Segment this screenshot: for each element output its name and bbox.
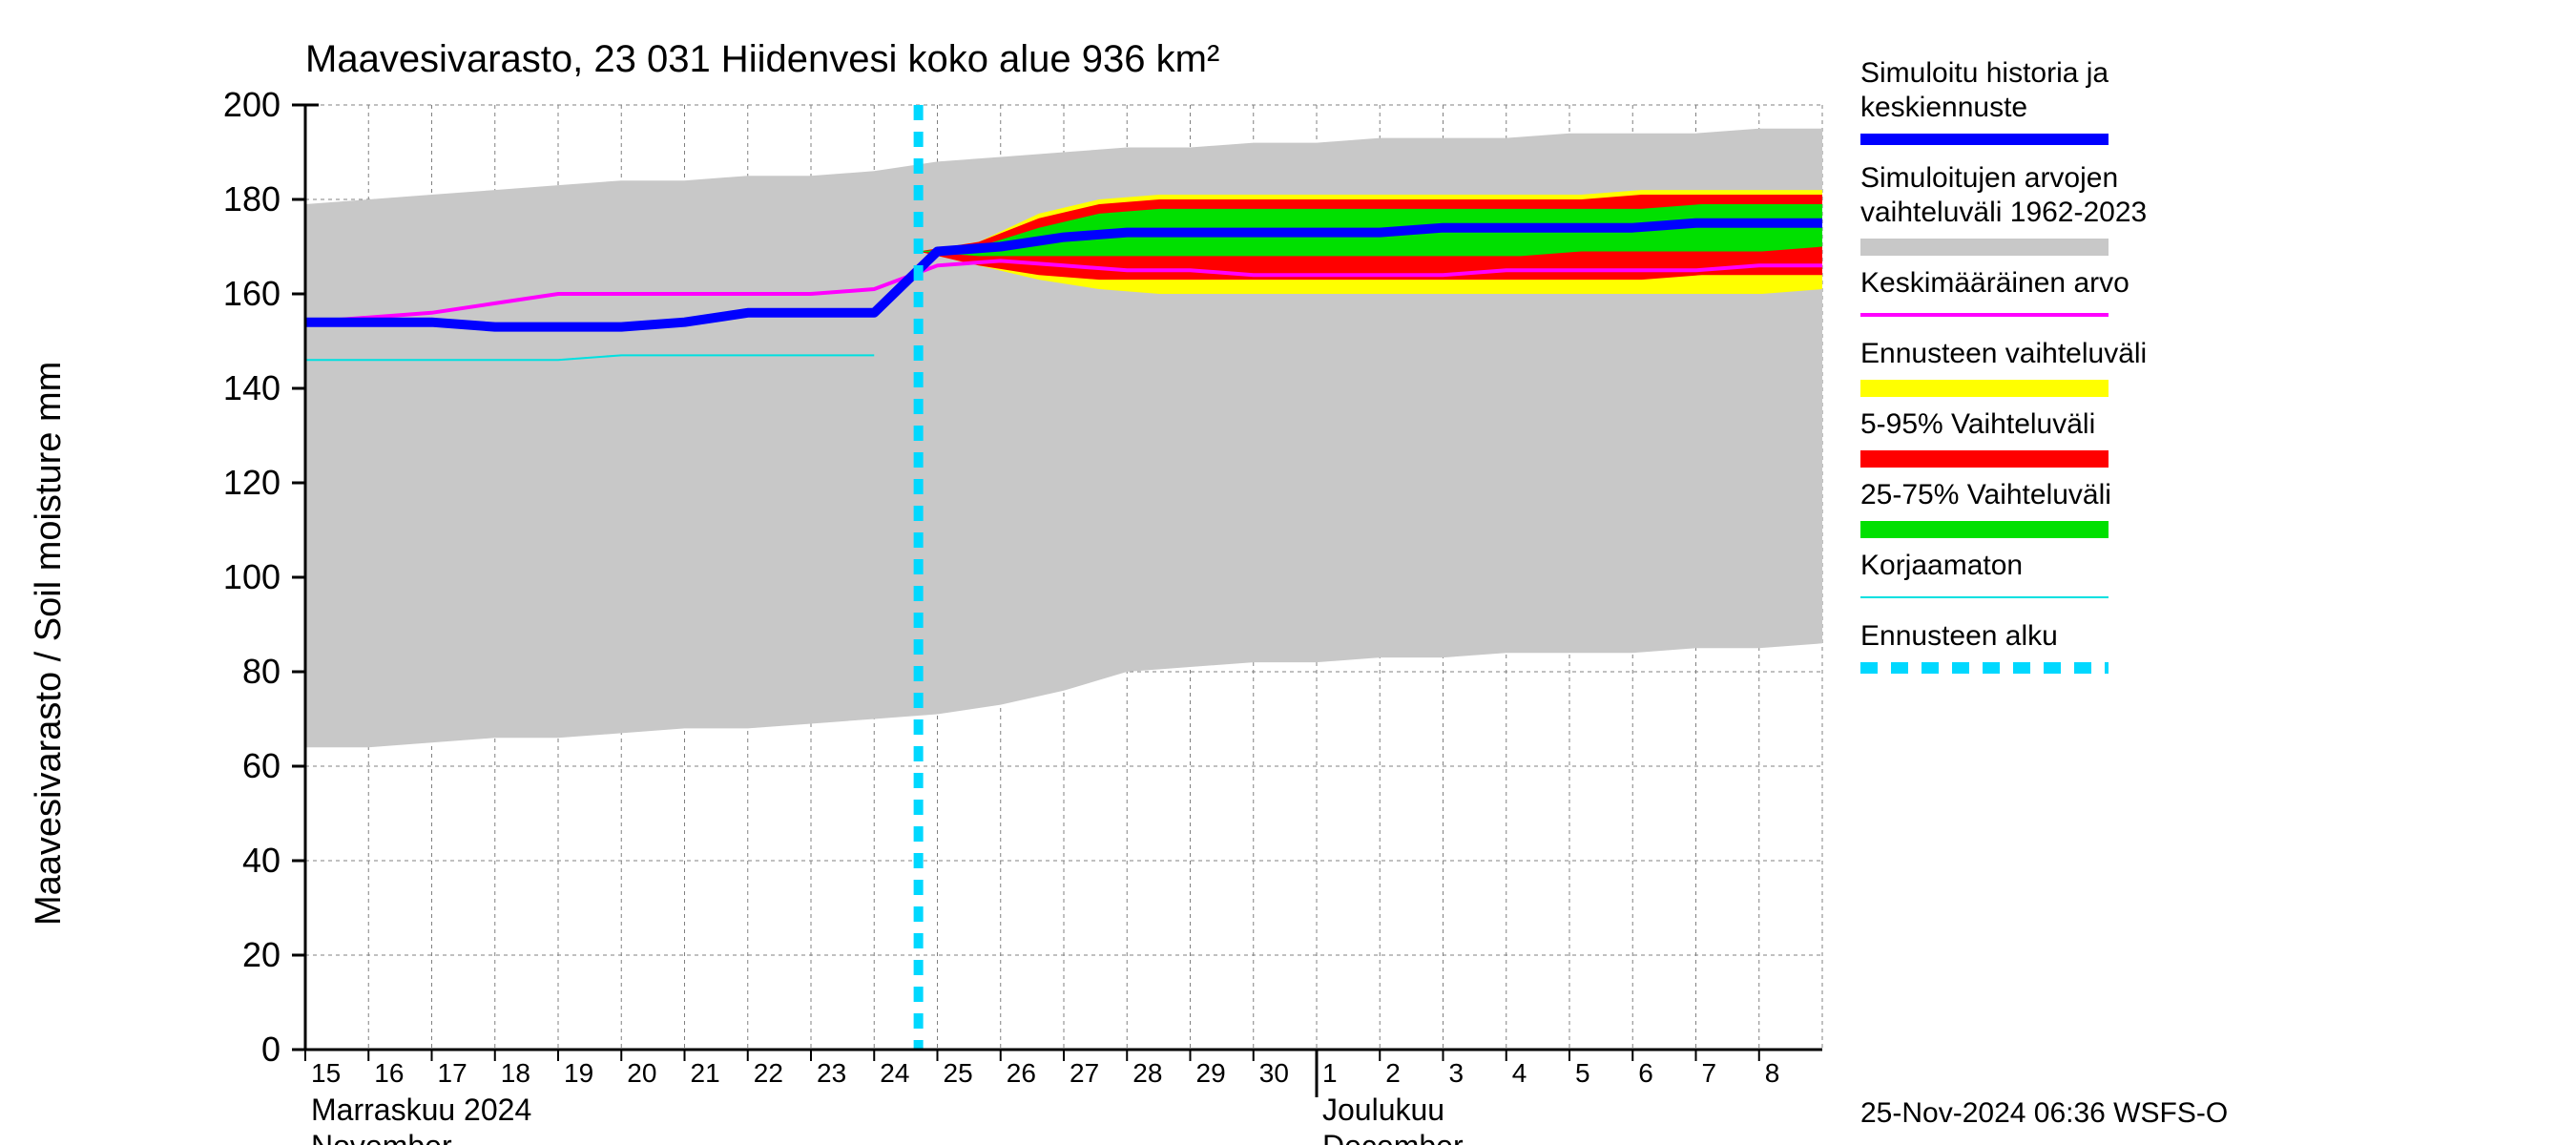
svg-text:60: 60 bbox=[242, 746, 280, 785]
svg-text:29: 29 bbox=[1196, 1058, 1226, 1088]
svg-text:15: 15 bbox=[311, 1058, 341, 1088]
svg-text:Korjaamaton: Korjaamaton bbox=[1860, 550, 2023, 581]
svg-text:18: 18 bbox=[501, 1058, 530, 1088]
svg-text:Ennusteen alku: Ennusteen alku bbox=[1860, 620, 2058, 652]
svg-text:6: 6 bbox=[1638, 1058, 1653, 1088]
svg-text:5-95% Vaihteluväli: 5-95% Vaihteluväli bbox=[1860, 408, 2095, 440]
svg-text:16: 16 bbox=[374, 1058, 404, 1088]
svg-text:7: 7 bbox=[1702, 1058, 1717, 1088]
svg-text:Simuloitujen arvojen: Simuloitujen arvojen bbox=[1860, 162, 2118, 194]
svg-text:200: 200 bbox=[223, 85, 280, 124]
timestamp-label: 25-Nov-2024 06:36 WSFS-O bbox=[1860, 1097, 2228, 1130]
svg-text:Joulukuu: Joulukuu bbox=[1322, 1093, 1444, 1127]
svg-text:24: 24 bbox=[880, 1058, 909, 1088]
svg-text:Simuloitu historia ja: Simuloitu historia ja bbox=[1860, 57, 2109, 89]
svg-text:180: 180 bbox=[223, 179, 280, 219]
svg-text:December: December bbox=[1322, 1129, 1464, 1145]
svg-text:80: 80 bbox=[242, 652, 280, 691]
svg-text:20: 20 bbox=[242, 935, 280, 974]
svg-text:26: 26 bbox=[1007, 1058, 1036, 1088]
svg-text:Ennusteen vaihteluväli: Ennusteen vaihteluväli bbox=[1860, 338, 2147, 369]
svg-text:19: 19 bbox=[564, 1058, 593, 1088]
svg-text:keskiennuste: keskiennuste bbox=[1860, 92, 2027, 123]
chart-title: Maavesivarasto, 23 031 Hiidenvesi koko a… bbox=[305, 38, 1219, 81]
svg-text:20: 20 bbox=[627, 1058, 656, 1088]
y-axis-label: Maavesivarasto / Soil moisture mm bbox=[29, 362, 70, 926]
svg-text:140: 140 bbox=[223, 368, 280, 407]
svg-text:30: 30 bbox=[1259, 1058, 1289, 1088]
svg-text:27: 27 bbox=[1070, 1058, 1099, 1088]
svg-text:40: 40 bbox=[242, 841, 280, 880]
svg-text:0: 0 bbox=[261, 1030, 280, 1069]
svg-text:vaihteluväli 1962-2023: vaihteluväli 1962-2023 bbox=[1860, 197, 2147, 228]
svg-text:25-75% Vaihteluväli: 25-75% Vaihteluväli bbox=[1860, 479, 2111, 510]
soil-moisture-chart: 0204060801001201401601802001516171819202… bbox=[0, 0, 2576, 1145]
svg-text:2: 2 bbox=[1385, 1058, 1401, 1088]
svg-text:Marraskuu 2024: Marraskuu 2024 bbox=[311, 1093, 531, 1127]
svg-text:1: 1 bbox=[1322, 1058, 1338, 1088]
svg-text:28: 28 bbox=[1132, 1058, 1162, 1088]
svg-text:November: November bbox=[311, 1129, 452, 1145]
svg-text:25: 25 bbox=[944, 1058, 973, 1088]
svg-text:3: 3 bbox=[1449, 1058, 1465, 1088]
svg-text:21: 21 bbox=[691, 1058, 720, 1088]
svg-text:22: 22 bbox=[754, 1058, 783, 1088]
svg-text:Keskimääräinen arvo: Keskimääräinen arvo bbox=[1860, 267, 2129, 299]
svg-text:23: 23 bbox=[817, 1058, 846, 1088]
svg-text:17: 17 bbox=[438, 1058, 467, 1088]
svg-text:4: 4 bbox=[1512, 1058, 1527, 1088]
svg-text:5: 5 bbox=[1575, 1058, 1590, 1088]
chart-svg: 0204060801001201401601802001516171819202… bbox=[0, 0, 2576, 1145]
svg-text:100: 100 bbox=[223, 557, 280, 596]
svg-text:8: 8 bbox=[1765, 1058, 1780, 1088]
svg-text:120: 120 bbox=[223, 463, 280, 502]
svg-text:160: 160 bbox=[223, 274, 280, 313]
